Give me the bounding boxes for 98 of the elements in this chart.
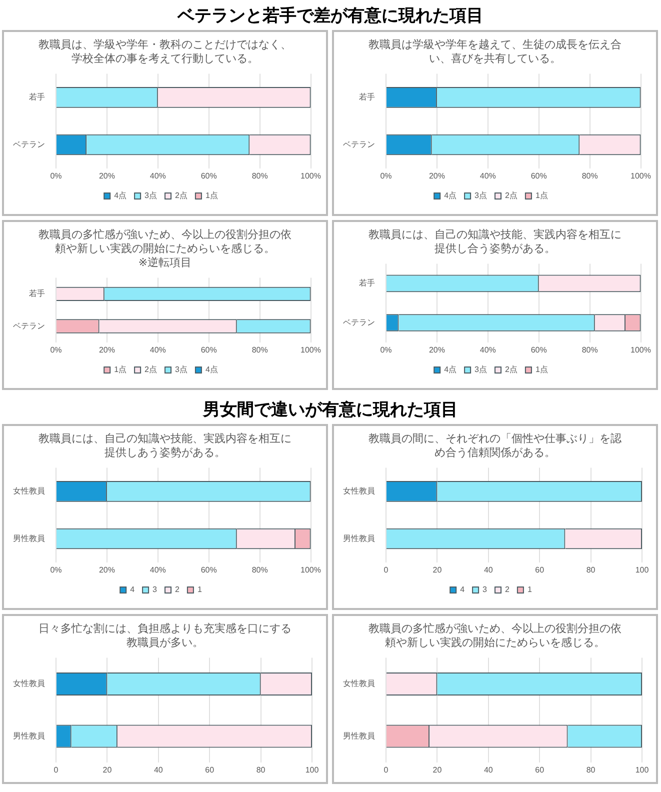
legend-label: 3点 [474,191,488,200]
x-tick-label: 20 [432,565,442,574]
legend-label: 2点 [175,191,188,200]
x-tick-label: 80% [582,171,598,180]
legend-label: 4点 [444,191,457,200]
legend-label: 3点 [474,365,488,374]
y-tick-label: 若手 [29,289,45,298]
y-tick-label: ベテラン [13,321,45,330]
y-tick-label: 女性教員 [343,679,375,688]
y-tick-label: 女性教員 [13,679,45,688]
legend-label: 3点 [175,365,188,374]
x-tick-label: 60 [205,765,215,774]
chart-title: 教職員の間に、それぞれの「個性や仕事ぶり」を認め合う信頼関係がある。 [368,431,622,460]
x-tick-label: 60% [530,345,547,354]
y-tick-label: 若手 [359,92,375,102]
y-tick-label: ベテラン [343,318,375,327]
x-tick-label: 40% [150,345,166,354]
x-tick-label: 80% [582,345,598,354]
x-tick-label: 100% [630,171,652,180]
x-tick-label: 100 [635,565,650,574]
x-tick-label: 20% [98,565,115,574]
x-tick-label: 80 [586,565,596,574]
y-tick-label: 男性教員 [343,731,375,740]
x-tick-label: 20 [432,765,442,774]
legend-label: 4点 [114,191,127,200]
legend-label: 4点 [444,365,457,374]
x-tick-label: 100% [300,565,322,574]
x-tick-label: 40 [154,765,164,774]
legend-label: 4 [130,585,136,594]
legend-label: 1点 [114,365,127,374]
x-tick-label: 100 [305,765,320,774]
x-tick-label: 20% [98,171,115,180]
legend-label: 2 [505,585,510,594]
x-tick-label: 100 [635,765,650,774]
x-tick-label: 0 [54,765,59,774]
y-tick-label: 男性教員 [13,731,45,740]
legend-label: 3点 [144,191,158,200]
chart-title: 教職員の多忙感が強いため、今以上の役割分担の依頼や新しい実践の開始にためらいを感じる。 ※逆転項目 [38,227,292,270]
chart-title: 教職員には、自己の知識や技能、実践内容を相互に提供し合う姿勢がある。 [368,227,622,256]
x-tick-label: 60% [200,345,217,354]
x-tick-label: 40% [480,171,496,180]
legend-label: 3 [482,585,488,594]
x-tick-label: 60% [530,171,547,180]
chart-title: 教職員には、自己の知識や技能、実践内容を相互に提供しあう姿勢がある。 [38,431,292,460]
legend-label: 2点 [505,191,518,200]
chart-title: 教職員は、学級や学年・教科のことだけではなく、学校全体の事を考えて行動している。 [38,37,292,66]
x-tick-label: 20% [428,171,445,180]
legend-label: 2点 [505,365,518,374]
chart-title: 日々多忙な割には、負担感よりも充実感を口にする教職員が多い。 [38,621,292,650]
x-tick-label: 20 [102,765,112,774]
legend-label: 1 [527,585,532,594]
x-tick-label: 0% [380,345,392,354]
x-tick-label: 20% [428,345,445,354]
x-tick-label: 40% [150,565,166,574]
legend-label: 1点 [205,191,218,200]
x-tick-label: 80% [252,345,268,354]
legend-label: 2点 [144,365,158,374]
y-tick-label: ベテラン [343,140,375,149]
chart-title: 教職員の多忙感が強いため、今以上の役割分担の依頼や新しい実践の開始にためらいを感じる。 [368,621,622,650]
x-tick-label: 0% [50,345,62,354]
x-tick-label: 40 [484,765,494,774]
x-tick-label: 40% [150,171,166,180]
x-tick-label: 60% [200,171,217,180]
y-tick-label: 女性教員 [343,486,375,496]
x-tick-label: 80% [252,565,268,574]
chart-title: 教職員は学級や学年を越えて、生徒の成長を伝え合い、喜びを共有している。 [368,37,622,66]
legend-label: 1点 [535,365,548,374]
x-tick-label: 80% [252,171,268,180]
y-tick-label: 女性教員 [13,486,45,496]
legend-label: 4点 [205,365,218,374]
x-tick-label: 80 [256,765,266,774]
x-tick-label: 20% [98,345,115,354]
x-tick-label: 60 [535,565,545,574]
legend-label: 4 [460,585,466,594]
y-tick-label: 男性教員 [13,534,45,543]
x-tick-label: 80 [586,765,596,774]
y-tick-label: 若手 [29,92,45,102]
y-tick-label: 男性教員 [343,534,375,543]
legend-label: 1点 [535,191,548,200]
legend-label: 1 [197,585,202,594]
x-tick-label: 40 [484,565,494,574]
x-tick-label: 40% [480,345,496,354]
y-tick-label: ベテラン [13,140,45,149]
x-tick-label: 60 [535,765,545,774]
x-tick-label: 100% [630,345,652,354]
x-tick-label: 100% [300,171,322,180]
x-tick-label: 0% [380,171,392,180]
y-tick-label: 若手 [359,278,375,288]
x-tick-label: 0% [50,565,62,574]
x-tick-label: 100% [300,345,322,354]
x-tick-label: 0 [384,765,389,774]
text: ベテランと若手で差が有意に現れた項目 [176,5,484,28]
x-tick-label: 0% [50,171,62,180]
legend-label: 2 [175,585,180,594]
x-tick-label: 0 [384,565,389,574]
text: 男女間で違いが有意に現れた項目 [202,399,459,422]
legend-label: 3 [152,585,158,594]
x-tick-label: 60% [200,565,217,574]
